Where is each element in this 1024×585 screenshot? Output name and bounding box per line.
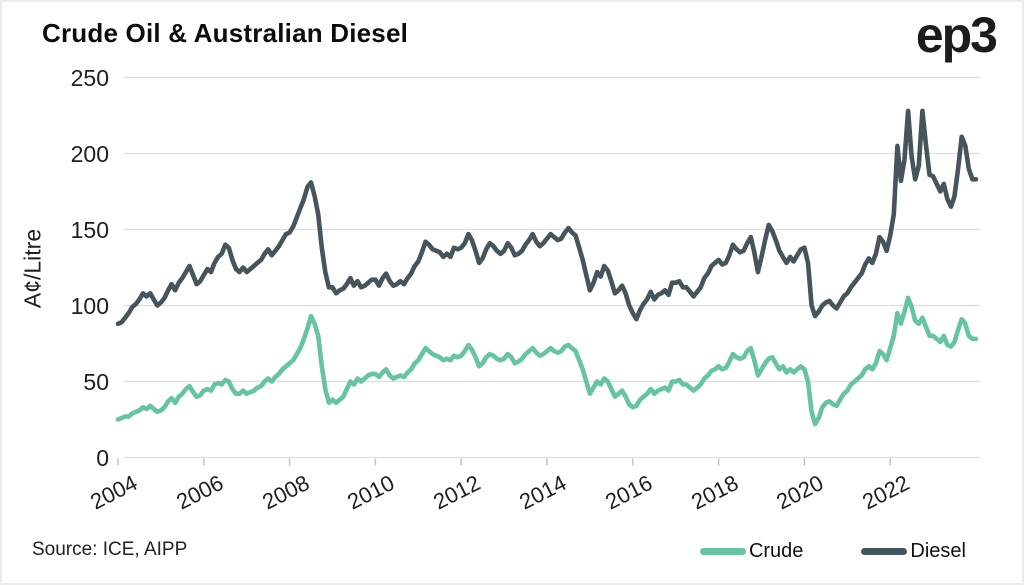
y-tick-250: 250 [70,64,109,91]
y-tick-0: 0 [96,444,109,471]
y-tick-50: 50 [83,368,109,395]
ep3-logo: ep3 [915,7,998,63]
series-line-diesel [115,108,979,327]
y-tick-150: 150 [70,216,109,243]
legend-label-crude: Crude [748,540,804,562]
diesel-line-swatch [861,548,908,555]
series-lines [115,108,979,427]
legend-item-diesel: Diesel [861,540,966,563]
y-tick-100: 100 [70,292,109,319]
x-axis-ticks [117,458,891,466]
legend-label-diesel: Diesel [910,540,966,562]
source-note: Source: ICE, AIPP [32,539,188,560]
y-axis-title: A¢/Litre [19,228,46,309]
legend: Crude Diesel [699,540,966,563]
crude-line-swatch [699,548,746,555]
chart-title: Crude Oil & Australian Diesel [42,18,409,48]
legend-item-crude: Crude [699,540,804,563]
series-line-crude [115,295,979,427]
y-tick-200: 200 [70,140,109,167]
